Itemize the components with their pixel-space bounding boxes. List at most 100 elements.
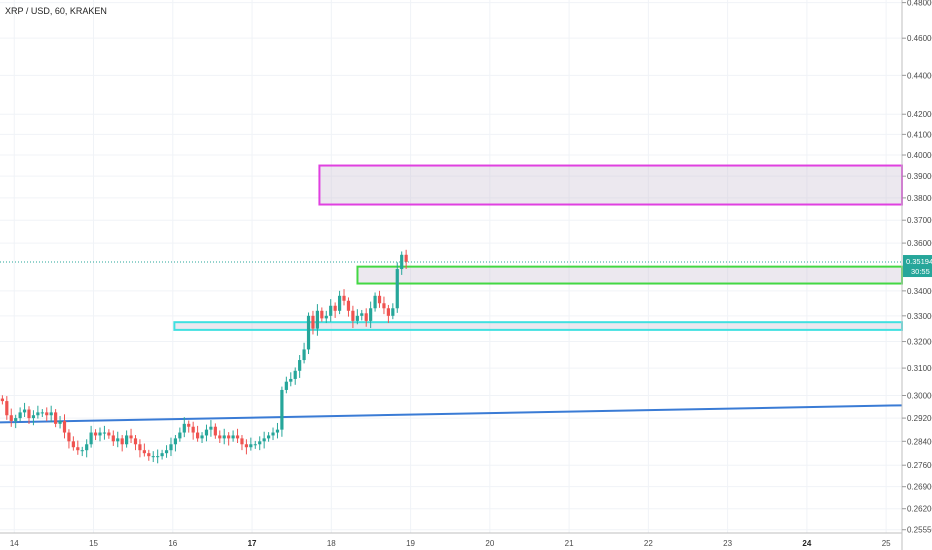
- candle-body: [391, 308, 395, 316]
- candle-body: [382, 303, 386, 309]
- candle-body: [306, 315, 311, 350]
- candle-body: [182, 423, 186, 433]
- candles-layer: [0, 249, 408, 464]
- candle-body: [178, 432, 182, 439]
- candle-body: [209, 426, 213, 430]
- candle-body: [160, 453, 164, 457]
- candle-body: [169, 444, 173, 451]
- candle-body: [204, 429, 209, 436]
- candle-body: [191, 426, 195, 433]
- candle-body: [129, 435, 133, 439]
- candle-body: [249, 444, 253, 448]
- candle-body: [196, 432, 200, 439]
- candle-body: [85, 444, 89, 451]
- candle-body: [395, 269, 399, 309]
- time-tick-label: 19: [406, 539, 415, 548]
- time-tick-label: 21: [565, 539, 574, 548]
- candle-body: [9, 415, 13, 421]
- candle-body: [156, 456, 160, 458]
- candle-body: [125, 435, 129, 445]
- time-tick-label: 23: [723, 539, 732, 548]
- candle-body: [240, 438, 244, 445]
- candle-body: [200, 435, 204, 439]
- candle-body: [5, 401, 9, 416]
- trendline-layer: [0, 404, 903, 424]
- candle-body: [275, 429, 280, 433]
- candle-body: [14, 418, 18, 421]
- candle-body: [31, 415, 36, 419]
- candle-body: [235, 435, 240, 439]
- candle-body: [364, 313, 368, 321]
- candle-body: [404, 254, 408, 262]
- candle-body: [142, 450, 146, 454]
- candle-body: [253, 444, 257, 446]
- candle-body: [262, 438, 266, 442]
- candle-body: [258, 441, 262, 445]
- trendline: [0, 404, 903, 424]
- candle-body: [18, 412, 22, 419]
- candle-body: [36, 412, 40, 416]
- candle-body: [138, 444, 142, 451]
- candle-body: [351, 310, 355, 321]
- candle-body: [377, 295, 382, 304]
- time-tick-label: 15: [89, 539, 98, 548]
- candle-body: [231, 435, 235, 439]
- candle-body: [284, 381, 288, 390]
- candle-body: [40, 412, 44, 414]
- candle-body: [0, 398, 4, 402]
- time-tick-label: 14: [10, 539, 19, 548]
- chart-title: XRP / USD, 60, KRAKEN: [5, 6, 107, 16]
- candle-body: [173, 438, 178, 445]
- candle-body: [266, 435, 271, 439]
- candle-countdown: 30:55: [911, 267, 930, 276]
- candle-body: [222, 435, 226, 439]
- candle-body: [116, 438, 120, 442]
- time-tick-label: 20: [485, 539, 494, 548]
- candle-body: [67, 432, 71, 442]
- candle-body: [244, 444, 249, 448]
- time-axis: 14 15 16 17 18 19 20 21 22 23 24 25: [10, 539, 891, 548]
- candle-body: [54, 412, 58, 424]
- candle-body: [289, 378, 293, 382]
- candle-body: [227, 435, 231, 439]
- time-tick-label: 18: [327, 539, 336, 548]
- candle-body: [315, 310, 320, 329]
- candle-body: [293, 370, 297, 379]
- candle-body: [80, 450, 84, 452]
- candle-body: [45, 412, 49, 416]
- candle-body: [89, 432, 93, 445]
- candle-body: [369, 308, 373, 321]
- candle-body: [337, 295, 342, 311]
- candle-body: [107, 432, 111, 436]
- zones-layer: [173, 164, 903, 331]
- candle-body: [213, 426, 217, 436]
- magenta-zone: [318, 164, 903, 206]
- candle-body: [298, 360, 302, 371]
- candle-body: [133, 438, 138, 445]
- candle-body: [164, 450, 169, 454]
- candle-body: [58, 420, 62, 424]
- time-tick-label: 17: [248, 539, 257, 548]
- candle-body: [342, 295, 346, 301]
- candle-body: [22, 409, 27, 413]
- candle-body: [346, 300, 351, 311]
